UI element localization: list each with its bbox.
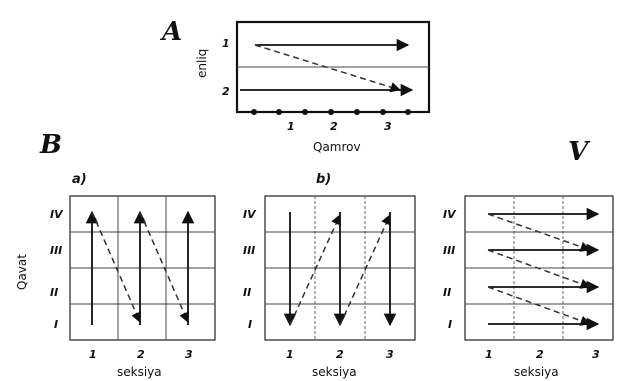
panel-v-ytick-iii: III (443, 244, 455, 257)
panel-b-sub-a-transition-2 (139, 211, 190, 323)
panel-a-transition-arrow (254, 44, 402, 93)
panel-b-sub-b-xtick-2: 2 (336, 348, 344, 361)
panel-b-sub-a-ytick-i: I (54, 318, 58, 331)
panel-b-sub-a-transition-1 (91, 211, 142, 323)
panel-v-ytick-i: I (448, 318, 452, 331)
panel-b-sub-b-ytick-ii: II (243, 286, 251, 299)
panel-v: V IV III II I 1 2 3 seksiya (443, 137, 614, 379)
panel-b-sub-a-ytick-iii: III (50, 244, 62, 257)
panel-b-sub-b-xtick-1: 1 (286, 348, 294, 361)
panel-b-sub-b-transition-2 (339, 214, 391, 326)
panel-b-letter: B (39, 130, 62, 160)
panel-b-sub-a-xlabel: seksiya (117, 365, 162, 379)
panel-b-sub-b-ytick-i: I (248, 318, 252, 331)
panel-v-ytick-iv: IV (443, 208, 457, 221)
panel-v-xtick-3: 3 (592, 348, 600, 361)
panel-b-ylabel: Qavat (15, 254, 29, 290)
panel-b-sub-b-xlabel: seksiya (312, 365, 357, 379)
panel-b-sub-a-ytick-iv: IV (50, 208, 64, 221)
panel-v-letter: V (568, 137, 591, 167)
panel-a-baseline-dots (251, 109, 411, 115)
panel-v-xlabel: seksiya (514, 365, 559, 379)
panel-a-xtick-2: 2 (330, 120, 338, 133)
panel-b-sub-a-ytick-ii: II (50, 286, 58, 299)
panel-a-ylabel: enliq (195, 49, 209, 78)
panel-b-sub-a-xtick-1: 1 (89, 348, 97, 361)
panel-b-sub-b-ytick-iii: III (243, 244, 255, 257)
panel-b-sub-a: a) IV III II I 1 2 3 seksiya (50, 172, 216, 379)
panel-b-sub-b-xtick-3: 3 (386, 348, 394, 361)
panel-b-sub-a-label: a) (72, 172, 87, 187)
panel-v-xtick-2: 2 (536, 348, 544, 361)
panel-v-transition-3 (487, 286, 591, 326)
panel-a-xlabel: Qamrov (313, 140, 361, 154)
panel-a-ytick-2: 2 (222, 85, 230, 98)
panel-b: B Qavat a) IV III II I 1 2 3 seksiya (15, 130, 416, 379)
panel-a-letter: A (159, 17, 182, 47)
panel-b-sub-b-transition-1 (289, 214, 341, 326)
panel-b-sub-b-label: b) (316, 172, 331, 187)
panel-v-transition-2 (487, 249, 591, 289)
panel-v-transition-1 (487, 213, 591, 252)
panel-a-ytick-1: 1 (222, 37, 230, 50)
panel-b-sub-a-xtick-2: 2 (137, 348, 145, 361)
panel-v-xtick-1: 1 (485, 348, 493, 361)
panel-a-xtick-1: 1 (287, 120, 295, 133)
panel-b-sub-b-ytick-iv: IV (243, 208, 257, 221)
panel-b-sub-a-xtick-3: 3 (185, 348, 193, 361)
panel-a: A 1 2 enliq 1 2 3 Qamrov (159, 17, 431, 154)
panel-v-ytick-ii: II (443, 286, 451, 299)
panel-a-xtick-3: 3 (384, 120, 392, 133)
panel-b-sub-b: b) IV III II I 1 2 3 seksiya (243, 172, 416, 379)
